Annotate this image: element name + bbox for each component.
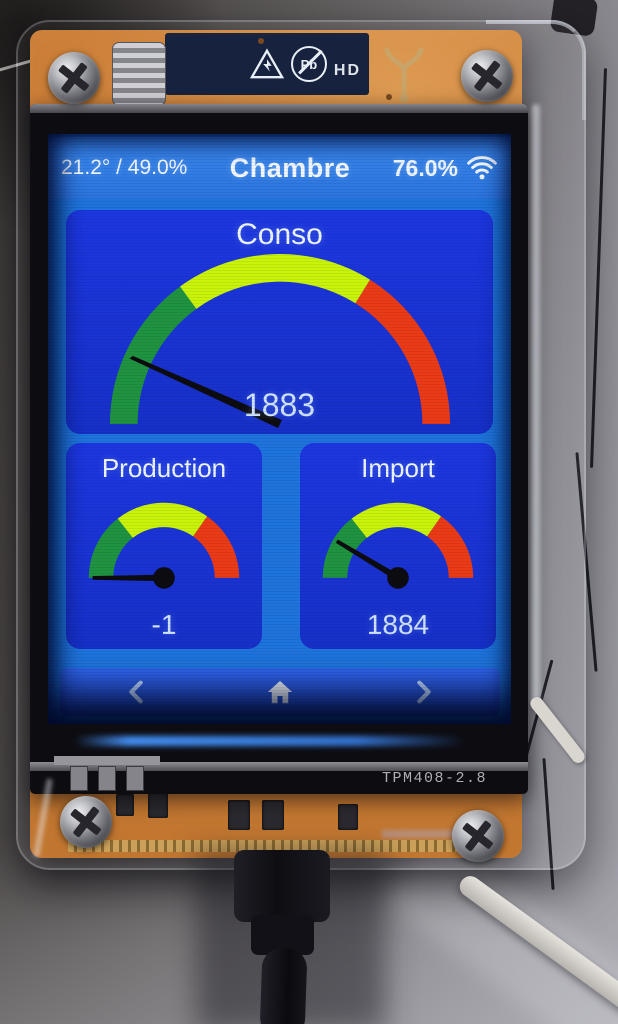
- production-gauge: [88, 502, 240, 589]
- esd-warning-icon: [249, 48, 284, 79]
- production-panel: Production -1: [66, 443, 262, 649]
- via: [386, 94, 392, 100]
- gauge-segment-red: [355, 279, 451, 425]
- display-frame-edge: [30, 104, 528, 113]
- usb-plug: [234, 850, 330, 922]
- metal-clip-bar: [54, 756, 160, 765]
- via: [258, 38, 264, 44]
- import-panel: Import 1884: [300, 443, 496, 649]
- acrylic-edge-glint: [532, 104, 540, 704]
- antenna-trace: [384, 47, 424, 103]
- gauge-segment-red: [427, 516, 474, 578]
- compliance-label: Pb HD: [165, 33, 369, 95]
- metal-clip: [98, 766, 116, 791]
- pb-free-icon: Pb: [290, 46, 327, 82]
- gauge-segment-yellow: [351, 502, 442, 538]
- import-gauge: [322, 502, 474, 589]
- conso-value: 1883: [243, 387, 316, 423]
- conso-title: Conso: [236, 218, 323, 251]
- temp-humidity-label: 21.2° / 49.0%: [61, 156, 188, 179]
- hanging-thread: [590, 68, 607, 468]
- conso-panel: Conso 1883: [66, 210, 493, 434]
- backlight-bleed: [74, 736, 466, 746]
- gauge-segment-green: [88, 518, 133, 578]
- gold-pin-edge: [68, 840, 470, 852]
- conso-gauge: [109, 253, 451, 429]
- production-value: -1: [151, 609, 177, 640]
- needle-pivot: [153, 567, 175, 589]
- lcd-screen: 21.2° / 49.0% Chambre 76.0% Conso: [48, 134, 511, 724]
- nav-next-button[interactable]: [394, 668, 454, 716]
- production-needle: [92, 574, 164, 582]
- gauge-segment-yellow: [117, 502, 208, 538]
- gauge-segment-red: [193, 516, 240, 578]
- metal-clip: [126, 766, 144, 791]
- metal-component: [112, 42, 166, 106]
- nav-previous-button[interactable]: [106, 668, 166, 716]
- humidity-value: 76.0%: [392, 154, 458, 181]
- wall-fastener: [549, 0, 599, 37]
- display-frame-edge: [30, 762, 528, 771]
- production-title: Production: [101, 453, 227, 483]
- solder-pad: [228, 800, 250, 830]
- metal-clip: [70, 766, 88, 791]
- import-needle: [335, 539, 400, 581]
- chevron-left-icon: [129, 680, 143, 704]
- chevron-right-icon: [417, 680, 431, 704]
- hd-label: HD: [333, 62, 361, 79]
- conso-needle: [129, 355, 282, 429]
- screw-top-left: [48, 52, 100, 104]
- solder-pad: [262, 800, 284, 830]
- screw-top-right: [461, 50, 513, 102]
- screw-bottom-right: [452, 810, 504, 862]
- solder-pad: [116, 794, 134, 816]
- hanging-thread: [575, 452, 598, 672]
- room-title: Chambre: [229, 152, 351, 183]
- import-title: Import: [361, 453, 435, 483]
- gauge-segment-green: [109, 286, 197, 425]
- white-cable-hook: [527, 694, 588, 766]
- wifi-icon: [467, 156, 497, 180]
- solder-pad: [148, 792, 168, 818]
- nav-bar: [60, 668, 500, 716]
- status-bar: 21.2° / 49.0% Chambre 76.0%: [48, 137, 511, 199]
- screw-bottom-left: [60, 796, 112, 848]
- silkscreen-text-blur: [382, 830, 466, 838]
- nav-home-button[interactable]: [250, 668, 310, 716]
- solder-pad: [338, 804, 358, 830]
- gauge-segment-yellow: [180, 253, 371, 309]
- model-label: TPM408-2.8: [382, 770, 488, 787]
- import-value: 1884: [366, 609, 430, 640]
- needle-pivot: [387, 567, 409, 589]
- usb-cable: [259, 947, 308, 1024]
- display-module: 21.2° / 49.0% Chambre 76.0% Conso: [30, 104, 528, 794]
- home-icon: [267, 681, 293, 704]
